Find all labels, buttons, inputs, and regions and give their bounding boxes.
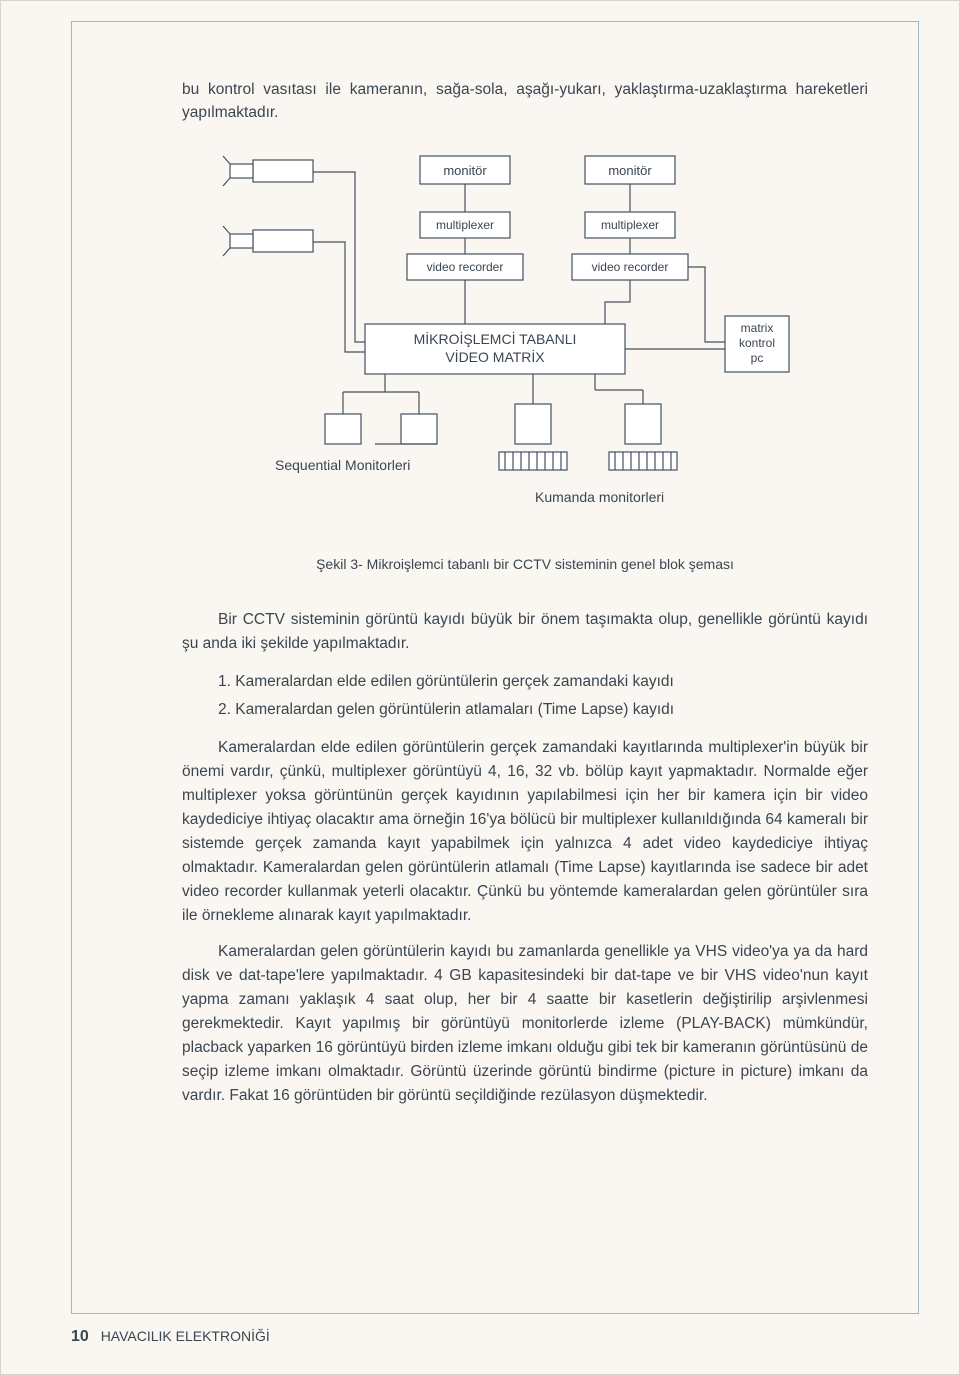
multiplexer-label: multiplexer [601, 218, 659, 232]
body-paragraph-1: Bir CCTV sisteminin görüntü kayıdı büyük… [182, 608, 868, 656]
sequential-monitor-icon [401, 414, 437, 444]
monitor-label: monitör [443, 163, 487, 178]
video-matrix-label-1: MİKROİŞLEMCİ TABANLI [414, 330, 577, 347]
page-footer: 10 HAVACILIK ELEKTRONİĞİ [71, 1328, 270, 1346]
keyboard-icon [609, 452, 677, 470]
control-monitor-icon [625, 404, 661, 444]
sequential-monitor-icon [325, 414, 361, 444]
video-matrix-label-2: VİDEO MATRİX [445, 348, 545, 365]
footer-title: HAVACILIK ELEKTRONİĞİ [101, 1328, 270, 1344]
multiplexer-label: multiplexer [436, 218, 494, 232]
video-recorder-label: video recorder [427, 260, 504, 274]
diagram-svg: monitör monitör multiplexer multiplexer … [215, 142, 835, 542]
page: bu kontrol vasıtası ile kameranın, sağa-… [0, 0, 960, 1375]
numbered-list: 1. Kameralardan elde edilen görüntülerin… [218, 668, 868, 724]
sequential-monitors-label: Sequential Monitorleri [275, 457, 410, 473]
control-monitor-icon [515, 404, 551, 444]
body-paragraph-2: Kameralardan elde edilen görüntülerin ge… [182, 736, 868, 928]
intro-paragraph: bu kontrol vasıtası ile kameranın, sağa-… [182, 78, 868, 125]
page-number: 10 [71, 1328, 89, 1345]
video-recorder-label: video recorder [592, 260, 669, 274]
matrix-pc-label: matrix [741, 321, 774, 335]
figure-caption: Şekil 3- Mikroişlemci tabanlı bir CCTV s… [182, 556, 868, 572]
camera-icon [223, 226, 313, 256]
content-frame: bu kontrol vasıtası ile kameranın, sağa-… [71, 21, 919, 1314]
keyboard-icon [499, 452, 567, 470]
body-paragraph-3: Kameralardan gelen görüntülerin kayıdı b… [182, 940, 868, 1108]
list-item: 1. Kameralardan elde edilen görüntülerin… [218, 668, 868, 696]
matrix-pc-label: kontrol [739, 336, 775, 350]
kumanda-monitors-label: Kumanda monitorleri [535, 489, 664, 505]
list-item: 2. Kameralardan gelen görüntülerin atlam… [218, 696, 868, 724]
camera-icon [223, 156, 313, 186]
matrix-pc-label: pc [751, 351, 764, 365]
monitor-label: monitör [608, 163, 652, 178]
block-diagram: monitör monitör multiplexer multiplexer … [215, 142, 835, 542]
